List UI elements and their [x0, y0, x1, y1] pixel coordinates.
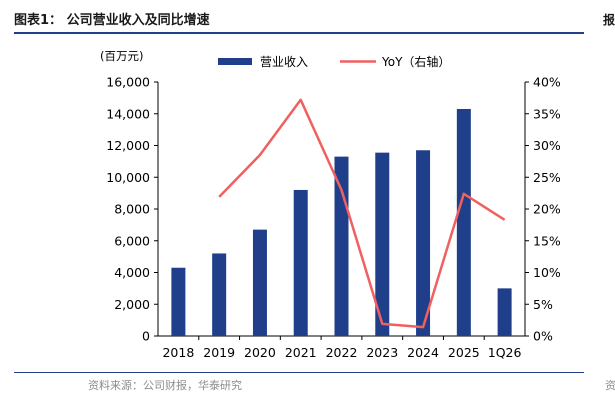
- bar: [416, 150, 431, 336]
- left-tick-label: 10,000: [106, 170, 150, 185]
- x-tick-label: 2020: [244, 345, 276, 360]
- left-tick-label: 16,000: [106, 75, 150, 90]
- right-tick-label: 20%: [533, 202, 561, 217]
- left-tick-label: 12,000: [106, 138, 150, 153]
- figure-title: 图表1： 公司营业收入及同比增速: [14, 13, 210, 28]
- left-tick-label: 0: [142, 329, 150, 344]
- legend-bar-swatch: [218, 58, 252, 65]
- bar: [334, 156, 349, 336]
- yoy-line: [218, 98, 506, 329]
- bar: [497, 288, 512, 336]
- right-tick-label: 10%: [533, 265, 561, 280]
- left-tick-label: 2,000: [114, 297, 150, 312]
- x-tick-label: 2025: [448, 345, 480, 360]
- right-tick-label: 15%: [533, 233, 561, 248]
- bar: [375, 152, 390, 336]
- source-note: 资料来源：公司财报，华泰研究: [88, 379, 242, 392]
- left-tick-label: 4,000: [114, 265, 150, 280]
- legend-bar-label: 营业收入: [260, 55, 308, 69]
- x-tick-label: 1Q26: [488, 345, 522, 360]
- right-tick-label: 5%: [533, 297, 553, 312]
- bar: [293, 189, 308, 336]
- right-tick-label: 30%: [533, 138, 561, 153]
- clipped-edge-text-bottom: 资: [605, 379, 615, 392]
- x-tick-label: 2021: [285, 345, 317, 360]
- right-tick-label: 0%: [533, 329, 553, 344]
- left-tick-label: 6,000: [114, 233, 150, 248]
- clipped-edge-text: 报: [603, 13, 615, 27]
- x-tick-label: 2022: [326, 345, 358, 360]
- left-tick-label: 8,000: [114, 202, 150, 217]
- bar: [212, 253, 227, 336]
- x-tick-label: 2018: [162, 345, 194, 360]
- right-tick-label: 35%: [533, 106, 561, 121]
- bar: [252, 229, 267, 336]
- left-tick-label: 14,000: [106, 106, 150, 121]
- left-axis-unit: (百万元): [100, 49, 143, 63]
- bar: [456, 108, 471, 336]
- header-rule: [14, 32, 584, 34]
- x-tick-label: 2024: [407, 345, 439, 360]
- x-tick-label: 2019: [203, 345, 235, 360]
- footer-rule: [14, 372, 584, 373]
- figure-header: 图表1： 公司营业收入及同比增速: [14, 6, 584, 34]
- right-tick-label: 40%: [533, 75, 561, 90]
- x-tick-label: 2023: [366, 345, 398, 360]
- right-tick-label: 25%: [533, 170, 561, 185]
- bar: [171, 267, 186, 336]
- legend-line-label: YoY（右轴）: [381, 54, 450, 69]
